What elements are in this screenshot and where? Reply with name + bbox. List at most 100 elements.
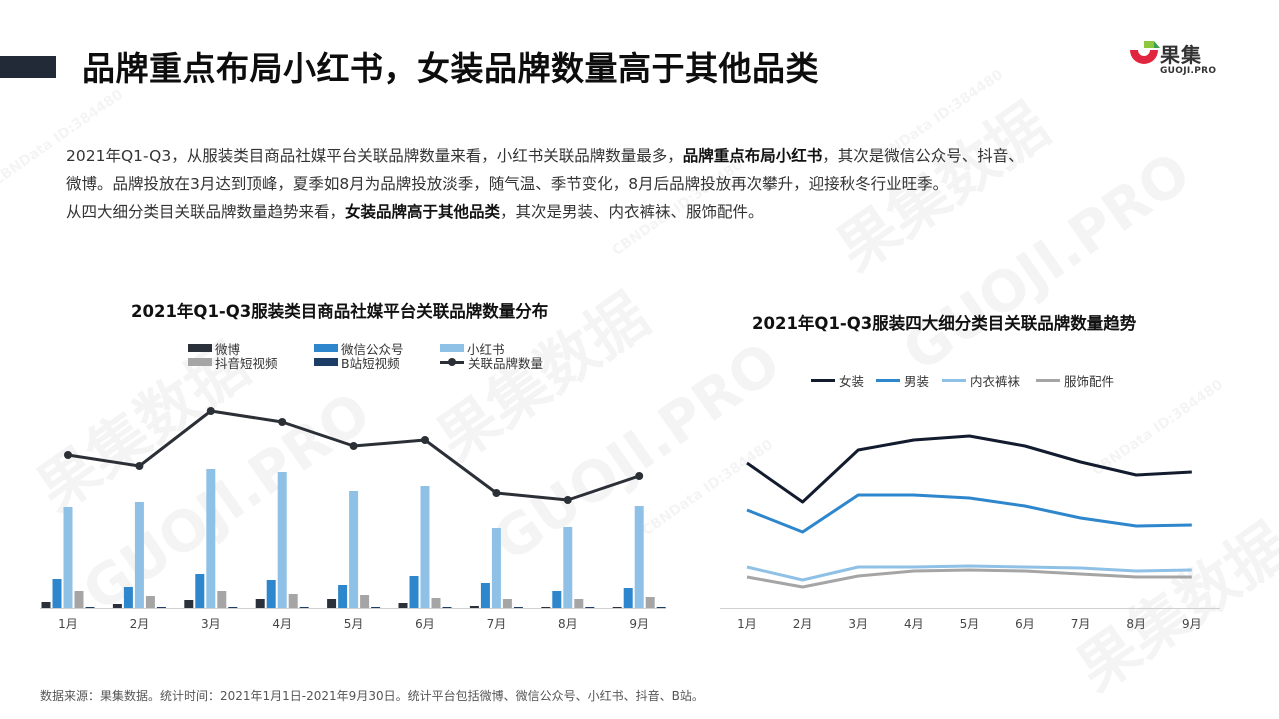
summary-text-segment: 从四大细分类目关联品牌数量趋势来看，: [66, 203, 346, 221]
bar: [431, 598, 441, 608]
x-tick-label: 7月: [487, 617, 507, 631]
bar: [480, 583, 490, 608]
bar: [360, 595, 370, 608]
bar: [645, 597, 655, 608]
bar: [52, 579, 62, 608]
x-tick-label: 8月: [558, 617, 578, 631]
summary-line-2: 微博。品牌投放在3月达到顶峰，夏季如8月为品牌投放淡季，随气温、季节变化，8月后…: [66, 175, 949, 193]
guoji-logo-icon: [1130, 41, 1160, 64]
x-tick-label: 2月: [793, 617, 813, 631]
bar: [184, 600, 194, 608]
summary-text: 2021年Q1-Q3，从服装类目商品社媒平台关联品牌数量来看，小红书关联品牌数量…: [66, 142, 1236, 226]
legend-item-accessories: 服饰配件: [1036, 373, 1115, 389]
line-chart-title: 2021年Q1-Q3服装四大细分类目关联品牌数量趋势: [752, 314, 1137, 333]
x-tick-label: 6月: [415, 617, 435, 631]
x-tick-label: 4月: [904, 617, 924, 631]
bar: [541, 607, 551, 608]
legend-label: 女装: [839, 373, 865, 389]
bar: [228, 607, 238, 608]
bar: [63, 507, 73, 608]
legend-swatch: [440, 344, 464, 352]
x-tick-label: 3月: [201, 617, 221, 631]
summary-highlight: 品牌重点布局小红书: [682, 147, 823, 165]
line-point: [492, 489, 501, 497]
bar: [145, 596, 155, 608]
line-point: [135, 462, 144, 470]
series-line: [746, 568, 1192, 589]
bar: [349, 491, 359, 608]
bar: [299, 607, 309, 608]
series-line: [746, 564, 1192, 582]
series-line: [746, 434, 1192, 504]
bar: [123, 587, 133, 608]
bar: [623, 588, 633, 608]
legend-label: 男装: [904, 373, 930, 389]
line-point: [563, 496, 572, 504]
summary-highlight: 女装品牌高于其他品类: [345, 203, 501, 221]
bar: [398, 603, 408, 608]
bar-chart: 1月 2月 3月 4月 5月 6月 7月 8月 9月: [40, 407, 666, 631]
logo-name: 果集: [1160, 43, 1202, 67]
bar: [134, 502, 144, 608]
legend-line-swatch: [876, 378, 900, 382]
bar: [612, 607, 622, 608]
bar: [206, 469, 216, 608]
legend-swatch: [314, 344, 338, 352]
line-point: [635, 472, 644, 480]
summary-text-segment: 2021年Q1-Q3，从服装类目商品社媒平台关联品牌数量来看，小红书关联品牌数量…: [66, 147, 683, 165]
legend-label: 微信公众号: [341, 341, 404, 357]
header-accent-bar: [0, 56, 56, 78]
legend-line-swatch: [440, 357, 464, 366]
summary-text-segment: ，其次是微信公众号、抖音、: [822, 147, 1024, 165]
x-tick-label: 9月: [629, 617, 649, 631]
x-tick-label: 1月: [58, 617, 78, 631]
bar: [513, 607, 523, 608]
x-tick-label: 2月: [130, 617, 150, 631]
legend-item-total: 关联品牌数量: [440, 355, 543, 371]
bar: [469, 606, 479, 608]
bar-chart-title: 2021年Q1-Q3服装类目商品社媒平台关联品牌数量分布: [131, 302, 549, 321]
line-point: [278, 418, 287, 426]
series-line: [746, 493, 1192, 534]
legend-label: 抖音短视频: [215, 355, 278, 371]
legend-item-menswear: 男装: [876, 373, 930, 389]
legend-line-swatch: [942, 378, 966, 382]
bar: [585, 607, 595, 608]
line-point: [349, 442, 358, 450]
legend-item-xiaohongshu: 小红书: [440, 341, 505, 357]
x-tick-label: 8月: [1126, 617, 1146, 631]
legend-label: B站短视频: [341, 355, 400, 371]
bar: [266, 580, 276, 608]
bar: [371, 607, 381, 608]
x-tick-label: 9月: [1182, 617, 1202, 631]
bar: [85, 607, 95, 608]
bar: [574, 599, 584, 608]
bar: [442, 607, 452, 608]
bar: [420, 486, 430, 608]
summary-text-segment: ，其次是男装、内衣裤袜、服饰配件。: [500, 203, 764, 221]
x-tick-label: 5月: [344, 617, 364, 631]
legend-swatch: [314, 358, 338, 366]
line-point: [64, 451, 72, 459]
bar: [156, 607, 166, 608]
x-tick-label: 5月: [960, 617, 980, 631]
bar: [74, 591, 84, 608]
x-tick-label: 4月: [272, 617, 292, 631]
x-tick-label: 1月: [737, 617, 757, 631]
bar: [502, 599, 512, 608]
legend-swatch: [188, 344, 212, 352]
legend-item-bilibili: B站短视频: [314, 355, 400, 371]
summary-line-3: 从四大细分类目关联品牌数量趋势来看，女装品牌高于其他品类，其次是男装、内衣裤袜、…: [66, 198, 1236, 226]
bar: [327, 599, 337, 608]
line-point: [421, 436, 429, 444]
logo-domain: GUOJI.PRO: [1160, 66, 1217, 76]
bar: [255, 599, 265, 608]
bar: [563, 527, 573, 608]
page-title: 品牌重点布局小红书，女装品牌数量高于其他品类: [82, 49, 819, 88]
legend-label: 小红书: [467, 341, 505, 357]
x-tick-label: 6月: [1015, 617, 1035, 631]
bar: [338, 585, 348, 608]
legend-label: 服饰配件: [1064, 373, 1115, 389]
legend-item-underwear: 内衣裤袜: [942, 373, 1020, 389]
x-tick-label: 7月: [1071, 617, 1091, 631]
